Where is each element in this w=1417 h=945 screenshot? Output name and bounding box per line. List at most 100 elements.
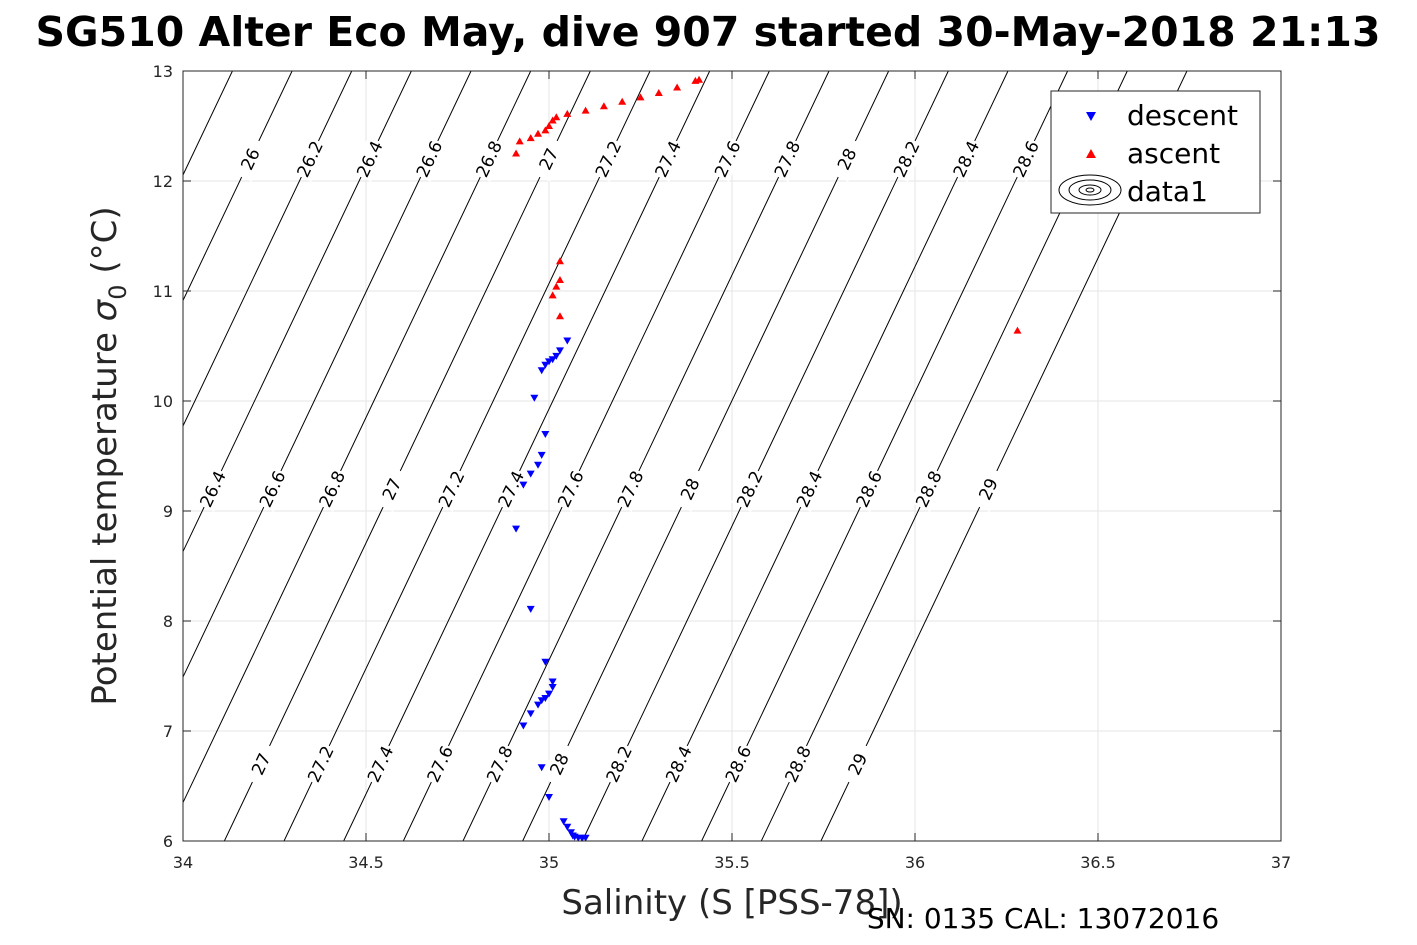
ascent-point bbox=[548, 291, 557, 299]
legend-ascent-label: ascent bbox=[1127, 137, 1220, 170]
descent-point bbox=[559, 818, 568, 826]
legend-descent-marker bbox=[1086, 112, 1096, 121]
descent-point bbox=[552, 352, 561, 360]
contour-label-bg bbox=[492, 466, 530, 512]
contour-label-bg bbox=[887, 136, 925, 182]
contour-label-bg bbox=[242, 741, 280, 787]
isopycnal-line bbox=[522, 71, 890, 841]
descent-point bbox=[537, 367, 546, 375]
descent-point bbox=[519, 722, 528, 730]
contour-label-bg bbox=[410, 136, 448, 182]
descent-point bbox=[541, 695, 550, 702]
contour-label-bg bbox=[552, 466, 590, 512]
ascent-point bbox=[512, 149, 521, 157]
y-tick-label: 9 bbox=[163, 502, 173, 521]
descent-point bbox=[548, 678, 557, 686]
contour-label-bg bbox=[302, 741, 340, 787]
ascent-point bbox=[673, 83, 682, 91]
isopycnal-line bbox=[581, 71, 949, 841]
legend-ascent-marker bbox=[1086, 149, 1096, 158]
x-tick-label: 37 bbox=[1271, 853, 1291, 872]
descent-point bbox=[541, 658, 550, 666]
y-axis-label: Potential temperature σ0 (°C) bbox=[85, 206, 132, 705]
contour-label-bg bbox=[351, 136, 389, 182]
contour-label-bg bbox=[779, 741, 817, 787]
ascent-point bbox=[599, 102, 608, 110]
contour-label-bg bbox=[361, 741, 399, 787]
descent-point bbox=[548, 684, 557, 691]
ascent-point bbox=[515, 137, 524, 145]
contour-label-bg bbox=[589, 136, 627, 182]
contour-label-bg bbox=[969, 466, 1007, 512]
ascent-point bbox=[1013, 326, 1022, 334]
contour-label-bg bbox=[313, 466, 351, 512]
legend-box bbox=[1050, 90, 1261, 214]
ascent-point bbox=[541, 126, 550, 134]
ascent-point bbox=[695, 75, 704, 83]
contour-label-bg bbox=[910, 466, 948, 512]
isopycnal-line bbox=[183, 71, 293, 302]
legend-data1-label: data1 bbox=[1127, 175, 1208, 208]
y-tick-label: 12 bbox=[153, 172, 173, 191]
data-points bbox=[512, 75, 1022, 841]
x-tick-label: 34.5 bbox=[348, 853, 384, 872]
y-tick-label: 13 bbox=[153, 62, 173, 81]
isopycnal-line bbox=[402, 71, 770, 841]
x-tick-label: 36 bbox=[905, 853, 925, 872]
contour-label-bg bbox=[600, 741, 638, 787]
contour-label-bg bbox=[481, 741, 519, 787]
ascent-point bbox=[552, 113, 561, 121]
isopycnal-line bbox=[223, 71, 591, 841]
x-tick-label: 36.5 bbox=[1080, 853, 1116, 872]
axis-ticks bbox=[182, 70, 1282, 842]
descent-point bbox=[537, 764, 546, 772]
y-axis-label-subscript: 0 bbox=[104, 284, 132, 299]
isopycnal-line bbox=[183, 71, 412, 553]
ascent-point bbox=[555, 312, 564, 320]
descent-point bbox=[534, 461, 543, 469]
isopycnal-line bbox=[183, 71, 532, 804]
descent-point bbox=[526, 605, 535, 613]
isopycnal-line bbox=[343, 71, 711, 841]
ascent-point bbox=[545, 122, 553, 129]
y-tick-label: 7 bbox=[163, 722, 173, 741]
contour-label-bg bbox=[291, 136, 329, 182]
ascent-point bbox=[526, 134, 535, 142]
isopycnal-line bbox=[183, 71, 472, 679]
x-tick-label: 35.5 bbox=[714, 853, 750, 872]
descent-point bbox=[541, 431, 550, 438]
contour-label-bg bbox=[850, 466, 888, 512]
isopycnal-line bbox=[283, 71, 651, 841]
legend-data1-contour-icon bbox=[1058, 174, 1122, 206]
contour-label-bg bbox=[731, 466, 769, 512]
ascent-point bbox=[534, 129, 543, 137]
y-axis-label-symbol: σ bbox=[85, 298, 125, 321]
descent-point bbox=[541, 361, 550, 369]
ascent-point bbox=[654, 89, 663, 96]
y-tick-label: 10 bbox=[153, 392, 173, 411]
isopycnal-line bbox=[701, 71, 1069, 841]
y-tick-label: 8 bbox=[163, 612, 173, 631]
descent-point bbox=[526, 470, 535, 478]
descent-point bbox=[512, 525, 521, 533]
contour-label-bg bbox=[790, 466, 828, 512]
contour-label-bg bbox=[421, 741, 459, 787]
contour-label-bg bbox=[708, 136, 747, 182]
ascent-point bbox=[618, 97, 627, 105]
descent-point bbox=[581, 834, 590, 841]
contour-label-bg bbox=[373, 466, 411, 512]
contour-label-bg bbox=[839, 741, 877, 787]
y-tick-label: 6 bbox=[163, 832, 173, 851]
footer-serial-cal: SN: 0135 CAL: 13072016 bbox=[867, 902, 1219, 935]
isopycnal-line bbox=[462, 71, 830, 841]
chart-title: SG510 Alter Eco May, dive 907 started 30… bbox=[36, 8, 1381, 56]
descent-point bbox=[563, 823, 572, 831]
contour-label-bg bbox=[768, 136, 806, 182]
descent-point bbox=[526, 710, 535, 718]
contour-label-bg bbox=[1007, 136, 1045, 182]
ascent-point bbox=[563, 109, 572, 117]
contour-label-bg bbox=[611, 466, 649, 512]
contour-label-bg bbox=[719, 741, 757, 787]
isopycnal-line bbox=[183, 71, 353, 428]
